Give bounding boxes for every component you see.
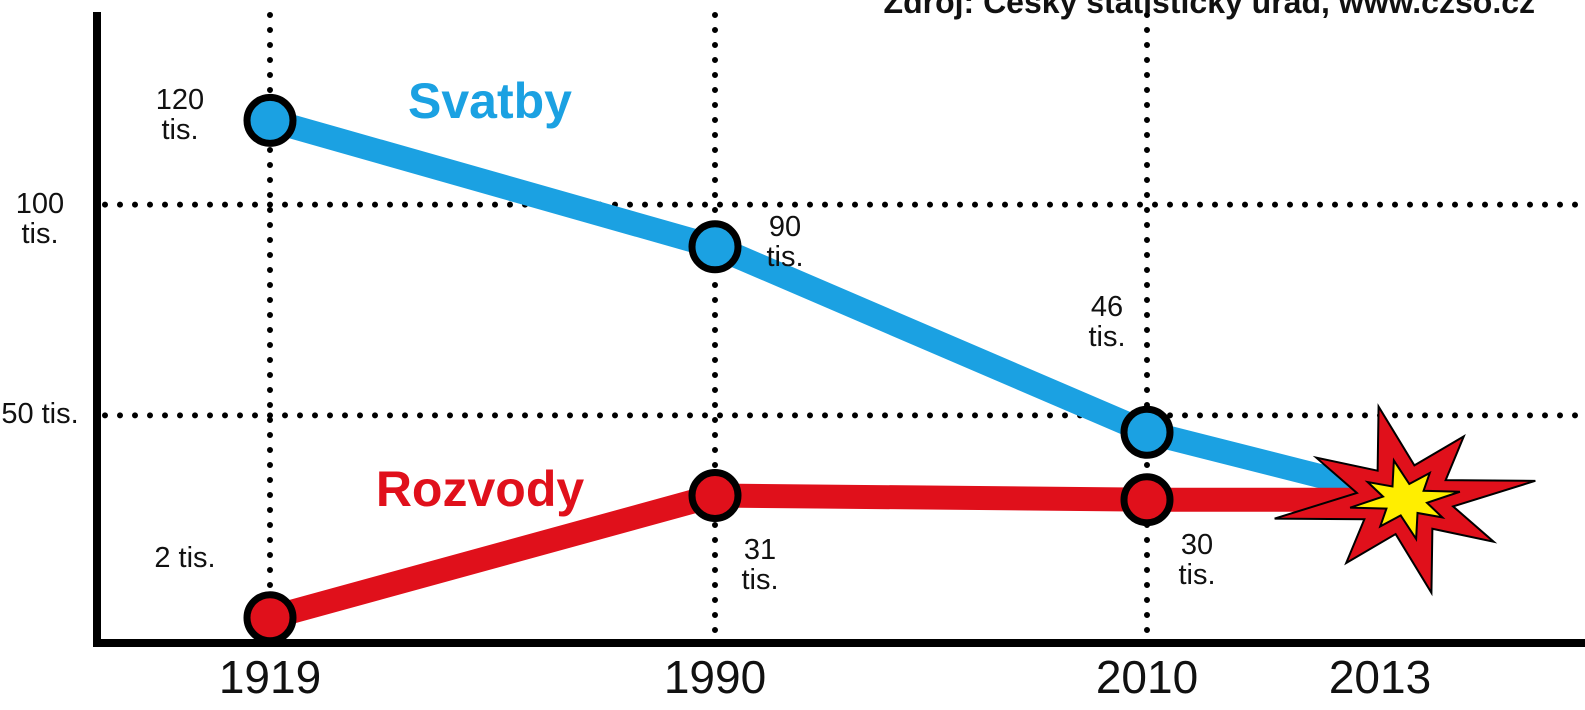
- point: [692, 224, 738, 270]
- x-tick-label: 2013: [1300, 650, 1460, 704]
- x-tick-label: 2010: [1067, 650, 1227, 704]
- series-line: [270, 120, 1380, 491]
- plot: [0, 0, 1585, 710]
- value-label: 90 tis.: [750, 212, 820, 272]
- value-label: 46 tis.: [1072, 292, 1142, 352]
- chart: Zdroj: Český statistický úřad, www.czso.…: [0, 0, 1585, 710]
- value-label: 30 tis.: [1162, 530, 1232, 590]
- point: [692, 472, 738, 518]
- point: [1124, 477, 1170, 523]
- x-tick-label: 1990: [635, 650, 795, 704]
- value-label: 2 tis.: [150, 543, 220, 573]
- x-tick-label: 1919: [190, 650, 350, 704]
- value-label: 31 tis.: [725, 535, 795, 595]
- source: Zdroj: Český statistický úřad, www.czso.…: [884, 0, 1535, 21]
- point: [247, 97, 293, 143]
- y-tick-label: 100 tis.: [0, 189, 80, 249]
- series-label: Svatby: [340, 72, 640, 130]
- series-label: Rozvody: [330, 460, 630, 518]
- y-tick-label: 50 tis.: [0, 399, 80, 429]
- point: [1124, 409, 1170, 455]
- value-label: 120 tis.: [145, 85, 215, 145]
- point: [247, 595, 293, 641]
